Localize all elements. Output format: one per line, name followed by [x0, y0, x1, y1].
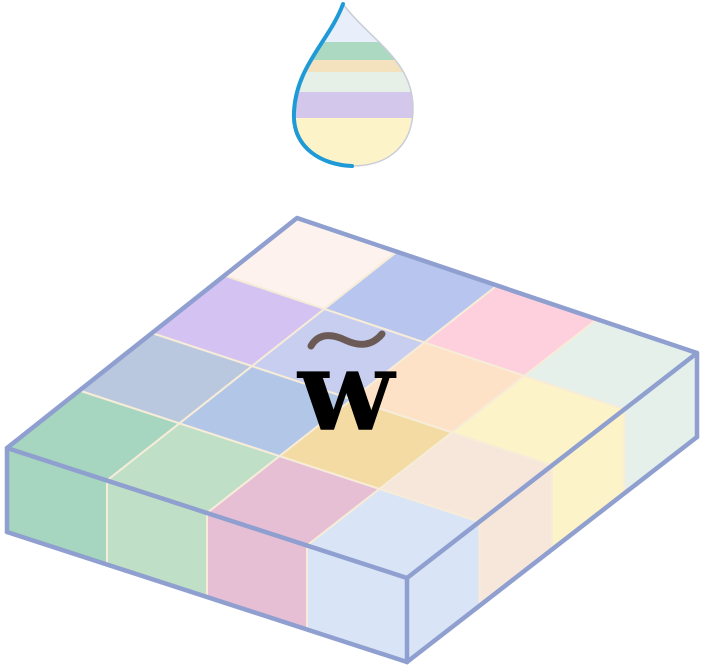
weight-symbol: w — [297, 326, 397, 457]
edge-bottom-right — [404, 434, 700, 665]
edge-bottom-front — [4, 529, 410, 665]
droplet-highlight-edge — [291, 2, 354, 168]
slab-top-grid — [6, 217, 698, 579]
slab-front-face — [6, 447, 408, 663]
droplet-icon — [291, 2, 414, 168]
symbol-tilde-accent — [307, 330, 386, 350]
droplet-band — [293, 4, 413, 42]
slab-edges — [4, 215, 700, 665]
tile-slab — [4, 215, 700, 665]
